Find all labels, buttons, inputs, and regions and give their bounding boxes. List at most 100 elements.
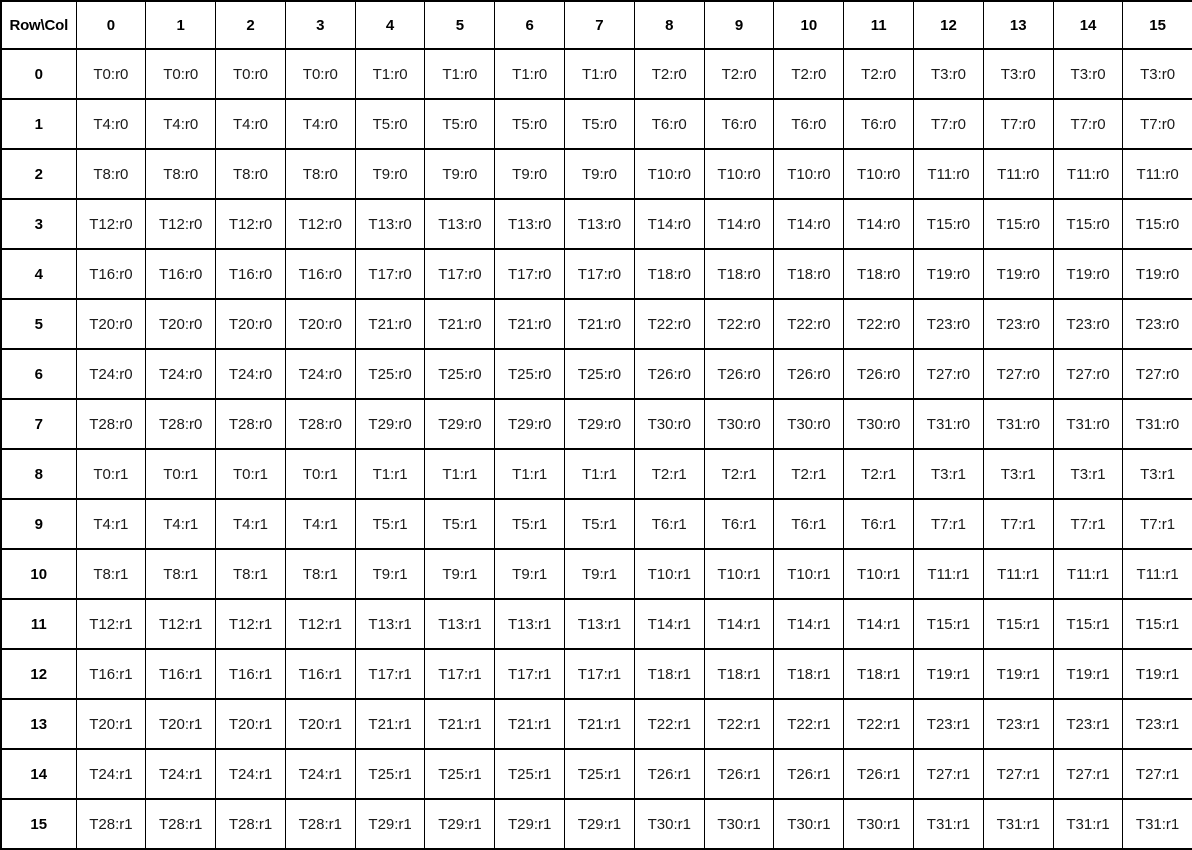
table-cell: T5:r1: [354, 498, 426, 550]
table-cell: T13:r1: [494, 598, 566, 650]
table-cell: T24:r1: [145, 748, 217, 800]
table-cell: T11:r1: [1052, 548, 1124, 600]
table-cell: T8:r1: [145, 548, 217, 600]
row-header-0: 0: [0, 48, 77, 100]
table-cell: T8:r0: [75, 148, 147, 200]
table-cell: T10:r0: [703, 148, 775, 200]
table-cell: T13:r0: [564, 198, 635, 250]
table-cell: T1:r1: [564, 448, 635, 500]
table-cell: T26:r1: [843, 748, 915, 800]
table-cell: T29:r1: [564, 798, 635, 850]
table-cell: T14:r0: [773, 198, 845, 250]
table-cell: T21:r1: [354, 698, 426, 750]
table-cell: T17:r0: [424, 248, 496, 300]
table-cell: T10:r0: [633, 148, 705, 200]
table-cell: T6:r0: [633, 98, 705, 150]
col-header-3: 3: [284, 0, 356, 50]
table-cell: T0:r0: [215, 48, 286, 100]
table-cell: T26:r0: [703, 348, 775, 400]
table-cell: T26:r1: [703, 748, 775, 800]
table-cell: T1:r1: [424, 448, 496, 500]
table-cell: T22:r1: [843, 698, 915, 750]
table-cell: T11:r0: [913, 148, 984, 200]
table-cell: T25:r0: [494, 348, 566, 400]
table-cell: T0:r1: [75, 448, 147, 500]
table-cell: T31:r1: [1122, 798, 1192, 850]
table-cell: T9:r1: [354, 548, 426, 600]
table-cell: T23:r1: [1052, 698, 1124, 750]
row-header-5: 5: [0, 298, 77, 350]
col-header-14: 14: [1052, 0, 1124, 50]
table-cell: T4:r1: [284, 498, 356, 550]
table-cell: T26:r0: [843, 348, 915, 400]
table-cell: T17:r1: [564, 648, 635, 700]
table-cell: T23:r1: [1122, 698, 1192, 750]
table-cell: T7:r1: [913, 498, 984, 550]
table-cell: T6:r1: [633, 498, 705, 550]
table-cell: T28:r1: [284, 798, 356, 850]
table-cell: T24:r0: [145, 348, 217, 400]
table-cell: T30:r1: [843, 798, 915, 850]
table-cell: T8:r0: [284, 148, 356, 200]
table-cell: T14:r0: [703, 198, 775, 250]
row-header-14: 14: [0, 748, 77, 800]
table-cell: T18:r1: [773, 648, 845, 700]
table-cell: T21:r0: [424, 298, 496, 350]
table-cell: T18:r1: [843, 648, 915, 700]
table-cell: T27:r1: [982, 748, 1054, 800]
table-cell: T12:r1: [215, 598, 286, 650]
table-cell: T0:r0: [284, 48, 356, 100]
table-cell: T10:r1: [843, 548, 915, 600]
row-header-3: 3: [0, 198, 77, 250]
table-cell: T20:r0: [215, 298, 286, 350]
table-cell: T10:r0: [843, 148, 915, 200]
table-cell: T10:r1: [773, 548, 845, 600]
table-cell: T2:r0: [843, 48, 915, 100]
table-cell: T18:r0: [633, 248, 705, 300]
table-cell: T13:r0: [494, 198, 566, 250]
table-cell: T9:r0: [424, 148, 496, 200]
table-cell: T2:r0: [633, 48, 705, 100]
table-cell: T29:r1: [354, 798, 426, 850]
table-cell: T16:r0: [75, 248, 147, 300]
table-cell: T23:r0: [913, 298, 984, 350]
table-cell: T1:r0: [424, 48, 496, 100]
table-cell: T12:r0: [215, 198, 286, 250]
table-cell: T15:r1: [1052, 598, 1124, 650]
table-cell: T23:r0: [1122, 298, 1192, 350]
table-cell: T0:r0: [75, 48, 147, 100]
table-cell: T21:r1: [494, 698, 566, 750]
table-cell: T6:r1: [773, 498, 845, 550]
table-cell: T10:r1: [633, 548, 705, 600]
table-cell: T20:r0: [145, 298, 217, 350]
table-cell: T13:r0: [354, 198, 426, 250]
table-cell: T24:r0: [284, 348, 356, 400]
table-cell: T10:r0: [773, 148, 845, 200]
table-cell: T7:r0: [913, 98, 984, 150]
table-cell: T22:r1: [703, 698, 775, 750]
col-header-10: 10: [773, 0, 845, 50]
table-cell: T25:r1: [564, 748, 635, 800]
table-cell: T22:r0: [703, 298, 775, 350]
table-cell: T17:r0: [564, 248, 635, 300]
table-cell: T27:r0: [913, 348, 984, 400]
table-row-13: 13 T20:r1 T20:r1 T20:r1 T20:r1 T21:r1 T21:r1 T2…: [0, 698, 1192, 750]
table-cell: T31:r1: [982, 798, 1054, 850]
table-cell: T26:r0: [773, 348, 845, 400]
table-cell: T19:r0: [982, 248, 1054, 300]
table-cell: T9:r0: [494, 148, 566, 200]
table-cell: T9:r1: [494, 548, 566, 600]
table-cell: T9:r1: [424, 548, 496, 600]
col-header-4: 4: [354, 0, 426, 50]
table-cell: T31:r0: [1052, 398, 1124, 450]
table-cell: T3:r0: [1122, 48, 1192, 100]
row-header-12: 12: [0, 648, 77, 700]
table-cell: T5:r0: [354, 98, 426, 150]
table-cell: T5:r1: [424, 498, 496, 550]
table-cell: T19:r0: [1122, 248, 1192, 300]
table-cell: T25:r0: [564, 348, 635, 400]
row-header-2: 2: [0, 148, 77, 200]
table-cell: T11:r0: [1122, 148, 1192, 200]
table-cell: T1:r1: [354, 448, 426, 500]
header-row: Row\Col 0 1 2 3 4 5 6 7 8 9 10 11 12 13 14 15: [0, 0, 1192, 50]
